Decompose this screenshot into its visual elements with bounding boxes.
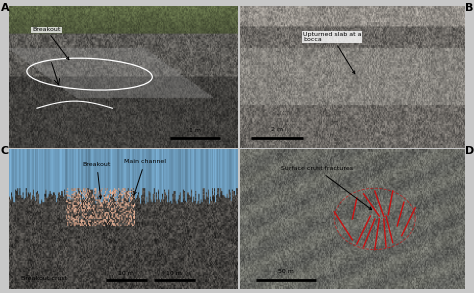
Text: C: C xyxy=(1,146,9,156)
Text: 10 m: 10 m xyxy=(118,271,134,276)
Text: A: A xyxy=(1,3,9,13)
Text: 50 m: 50 m xyxy=(278,269,294,274)
Text: 10 m: 10 m xyxy=(166,271,182,276)
Text: Breakout: Breakout xyxy=(32,28,69,60)
Text: Surface crust fractures: Surface crust fractures xyxy=(281,166,372,209)
Text: D: D xyxy=(465,146,474,156)
Text: Breakout crust: Breakout crust xyxy=(21,276,67,281)
Text: Main channel: Main channel xyxy=(124,159,166,194)
Text: Upturned slab at a
bocca: Upturned slab at a bocca xyxy=(303,32,362,74)
Text: 2 m: 2 m xyxy=(271,127,283,132)
Text: B: B xyxy=(465,3,474,13)
Text: 1 m: 1 m xyxy=(189,128,201,133)
Text: Breakout: Breakout xyxy=(82,162,111,198)
